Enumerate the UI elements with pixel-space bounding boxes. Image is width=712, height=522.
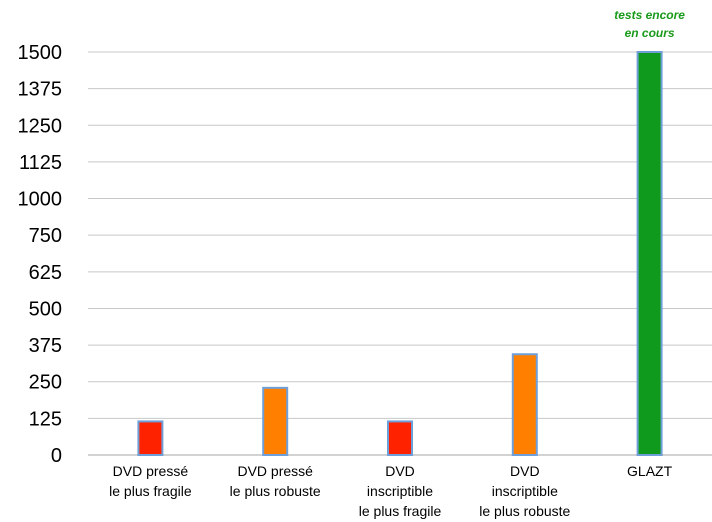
bars	[137, 51, 663, 457]
y-tick-label: 625	[29, 262, 62, 284]
annotation: tests encore en cours	[614, 8, 685, 40]
bar	[636, 51, 663, 456]
y-tick-label: 250	[29, 372, 62, 394]
annotation-text: tests encore	[614, 8, 685, 22]
x-tick-label: DVD pressé	[113, 463, 189, 479]
bar	[137, 420, 164, 456]
x-axis-tick-labels: DVD pressé le plus fragile DVD pressé le pl…	[109, 463, 672, 519]
y-tick-label: 0	[51, 445, 62, 467]
x-tick-label: le plus robuste	[230, 483, 321, 499]
x-tick-label: DVD pressé	[237, 463, 313, 479]
y-tick-label: 1375	[18, 79, 63, 101]
y-axis-tick-labels: 0 125 250 375 500 625 750 1000 1125 1250 1375 1500	[18, 42, 63, 467]
x-tick-label: inscriptible	[492, 483, 558, 499]
x-tick-label: le plus robuste	[479, 503, 570, 519]
bar	[511, 353, 538, 456]
x-tick-label: DVD	[510, 463, 540, 479]
y-tick-label: 500	[29, 298, 62, 320]
bar	[262, 386, 289, 457]
x-tick-label: le plus fragile	[359, 503, 442, 519]
y-tick-label: 750	[29, 225, 62, 247]
grid-lines	[88, 51, 712, 456]
y-tick-label: 1250	[18, 115, 63, 137]
y-tick-label: 375	[29, 335, 62, 357]
x-tick-label: inscriptible	[367, 483, 433, 499]
x-tick-label: le plus fragile	[109, 483, 192, 499]
y-tick-label: 1125	[19, 152, 62, 174]
x-tick-label: GLAZT	[627, 463, 673, 479]
annotation-text: en cours	[625, 26, 675, 40]
y-tick-label: 1500	[18, 42, 63, 64]
y-tick-label: 1000	[18, 189, 63, 211]
x-tick-label: DVD	[385, 463, 415, 479]
bar	[387, 420, 413, 456]
y-tick-label: 125	[29, 408, 62, 430]
